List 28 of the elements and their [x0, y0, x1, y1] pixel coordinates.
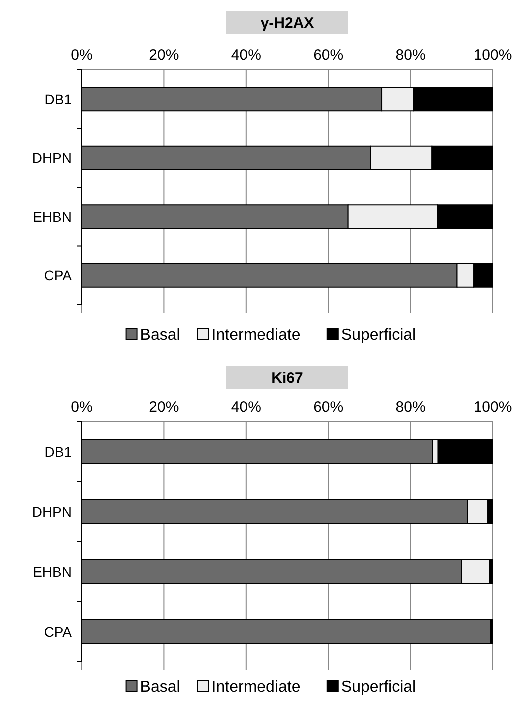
- y-tick-label: DB1: [44, 91, 72, 108]
- x-tick-label: 40%: [231, 399, 262, 416]
- legend-label: Basal: [140, 327, 180, 344]
- x-tick-label: 100%: [474, 47, 512, 64]
- x-tick-label: 60%: [314, 399, 344, 416]
- x-tick-label: 100%: [474, 399, 512, 416]
- chart-title: γ-H2AX: [260, 15, 314, 32]
- legend-label: Superficial: [341, 327, 416, 344]
- x-tick-label: 0%: [71, 47, 93, 64]
- x-tick-label: 40%: [231, 47, 262, 64]
- chart-title: Ki67: [272, 370, 304, 387]
- y-tick-label: CPA: [44, 624, 73, 640]
- legend-label: Intermediate: [212, 679, 301, 696]
- y-tick-label: DHPN: [32, 504, 72, 520]
- x-tick-label: 80%: [396, 47, 426, 64]
- legend-label: Basal: [140, 679, 180, 696]
- y-tick-label: DB1: [44, 444, 72, 460]
- x-tick-label: 20%: [149, 399, 180, 416]
- x-tick-label: 80%: [396, 399, 426, 416]
- x-tick-label: 0%: [71, 399, 93, 416]
- x-tick-label: 60%: [314, 47, 344, 64]
- x-tick-label: 20%: [149, 47, 180, 64]
- y-tick-label: DHPN: [32, 150, 72, 166]
- legend-label: Superficial: [341, 679, 416, 696]
- legend-label: Intermediate: [212, 327, 301, 344]
- y-tick-label: CPA: [44, 268, 73, 284]
- y-tick-label: EHBN: [33, 564, 72, 580]
- y-tick-label: EHBN: [33, 208, 72, 225]
